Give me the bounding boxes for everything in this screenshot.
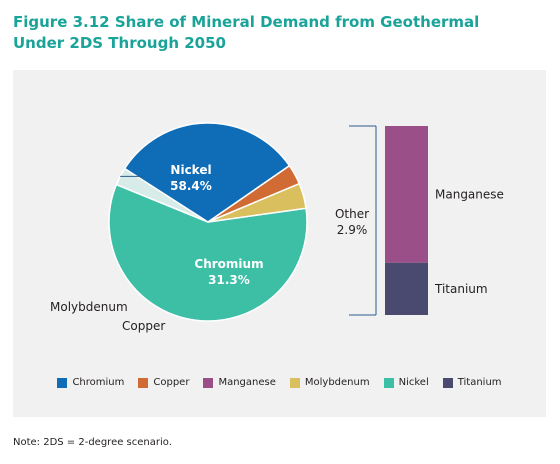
bar-label-titanium: Titanium [434, 282, 488, 296]
footnote: Note: 2DS = 2-degree scenario. [13, 437, 172, 448]
legend-item-molybdenum: Molybdenum [289, 377, 370, 388]
value-chromium: 31.3% [208, 273, 250, 287]
pie-slices [108, 122, 308, 322]
legend-swatch [57, 377, 68, 388]
label-molybdenum: Molybdenum [50, 300, 128, 314]
chart-panel: Nickel 58.4% Chromium 31.3% Molybdenum Copper… [13, 70, 546, 417]
label-chromium: Chromium [194, 257, 263, 271]
legend-label: Manganese [218, 377, 276, 388]
legend-item-manganese: Manganese [203, 377, 276, 388]
label-other: Other [335, 207, 369, 221]
legend-label: Copper [153, 377, 190, 388]
legend-item-nickel: Nickel [383, 377, 429, 388]
legend: Chromium Copper Manganese Molybdenum Nickel T… [13, 377, 546, 388]
legend-item-titanium: Titanium [442, 377, 502, 388]
slice-nickel [108, 183, 308, 322]
legend-label: Nickel [398, 377, 429, 388]
legend-label: Titanium [457, 377, 502, 388]
slice-molybdenum [207, 182, 307, 223]
bar-labels: Manganese Titanium [434, 187, 504, 296]
legend-swatch [442, 377, 453, 388]
label-nickel: Nickel [170, 163, 211, 177]
legend-swatch [203, 377, 214, 388]
pie-chart: Nickel 58.4% Chromium 31.3% Molybdenum Copper… [50, 122, 504, 333]
other-bracket [349, 125, 377, 316]
label-copper: Copper [122, 319, 165, 333]
value-other: 2.9% [337, 223, 368, 237]
bar-label-manganese: Manganese [435, 187, 504, 201]
other-breakdown-bar [385, 126, 428, 315]
bar-segment-titanium [385, 262, 428, 315]
chart-title: Figure 3.12 Share of Mineral Demand from… [13, 13, 480, 52]
slice-chromium [123, 122, 291, 223]
bar-segment-manganese [385, 126, 428, 263]
slice-labels: Nickel 58.4% Chromium 31.3% Molybdenum Copper… [50, 163, 369, 333]
legend-label: Molybdenum [304, 377, 370, 388]
legend-item-copper: Copper [138, 377, 189, 388]
value-nickel: 58.4% [170, 179, 212, 193]
legend-swatch [289, 377, 300, 388]
legend-swatch [138, 377, 149, 388]
legend-label: Chromium [72, 377, 125, 388]
legend-swatch [383, 377, 394, 388]
legend-item-chromium: Chromium [57, 377, 124, 388]
